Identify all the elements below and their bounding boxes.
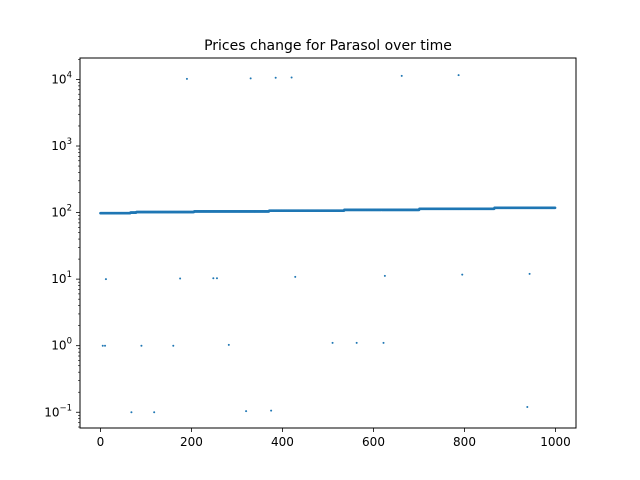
plot-frame [79,57,577,429]
y-tick-label: 102 [51,204,72,220]
x-tick-label: 600 [362,435,385,449]
y-tick-label: 104 [51,70,72,86]
data-point-outlier [461,273,464,276]
data-point-outlier [274,76,277,79]
x-axis-ticks: 0 200 400 600 800 1000 [97,428,571,449]
data-point-outlier [153,411,156,414]
chart-title: Prices change for Parasol over time [204,38,452,54]
data-point-outlier [104,344,107,347]
data-point-outlier [355,341,358,344]
y-axis-ticks: 10−1 100 101 102 103 104 [44,59,80,428]
data-point-outlier [331,341,334,344]
data-point-outlier [245,410,248,413]
data-point-outlier [400,74,403,77]
x-tick-label: 200 [180,435,203,449]
y-tick-label: 101 [51,270,72,286]
x-tick-label: 800 [453,435,476,449]
data-point-outlier [130,411,133,414]
data-point-outlier [179,277,182,280]
x-tick-label: 400 [271,435,294,449]
data-point-outlier [382,341,385,344]
data-point-outlier [270,409,273,412]
data-point-outlier [172,344,175,347]
data-point-outlier [185,77,188,80]
data-point-outlier [101,344,104,347]
data-point-outlier [212,277,215,280]
data-point-outlier [140,344,143,347]
data-point-outlier [290,76,293,79]
data-point-outlier [227,343,230,346]
data-point-outlier [528,272,531,275]
y-tick-label: 10−1 [44,403,72,419]
data-point [553,206,557,210]
data-point-outlier [457,74,460,77]
data-point-outlier [294,275,297,278]
data-point-outlier [215,277,218,280]
y-tick-label: 100 [51,337,72,353]
y-tick-label: 103 [51,137,72,153]
x-tick-label: 1000 [540,435,571,449]
data-point-outlier [526,405,529,408]
data-point-outlier [383,274,386,277]
data-point-outlier [104,278,107,281]
x-tick-label: 0 [97,435,105,449]
scatter-points [99,74,557,414]
data-point-outlier [249,77,252,80]
